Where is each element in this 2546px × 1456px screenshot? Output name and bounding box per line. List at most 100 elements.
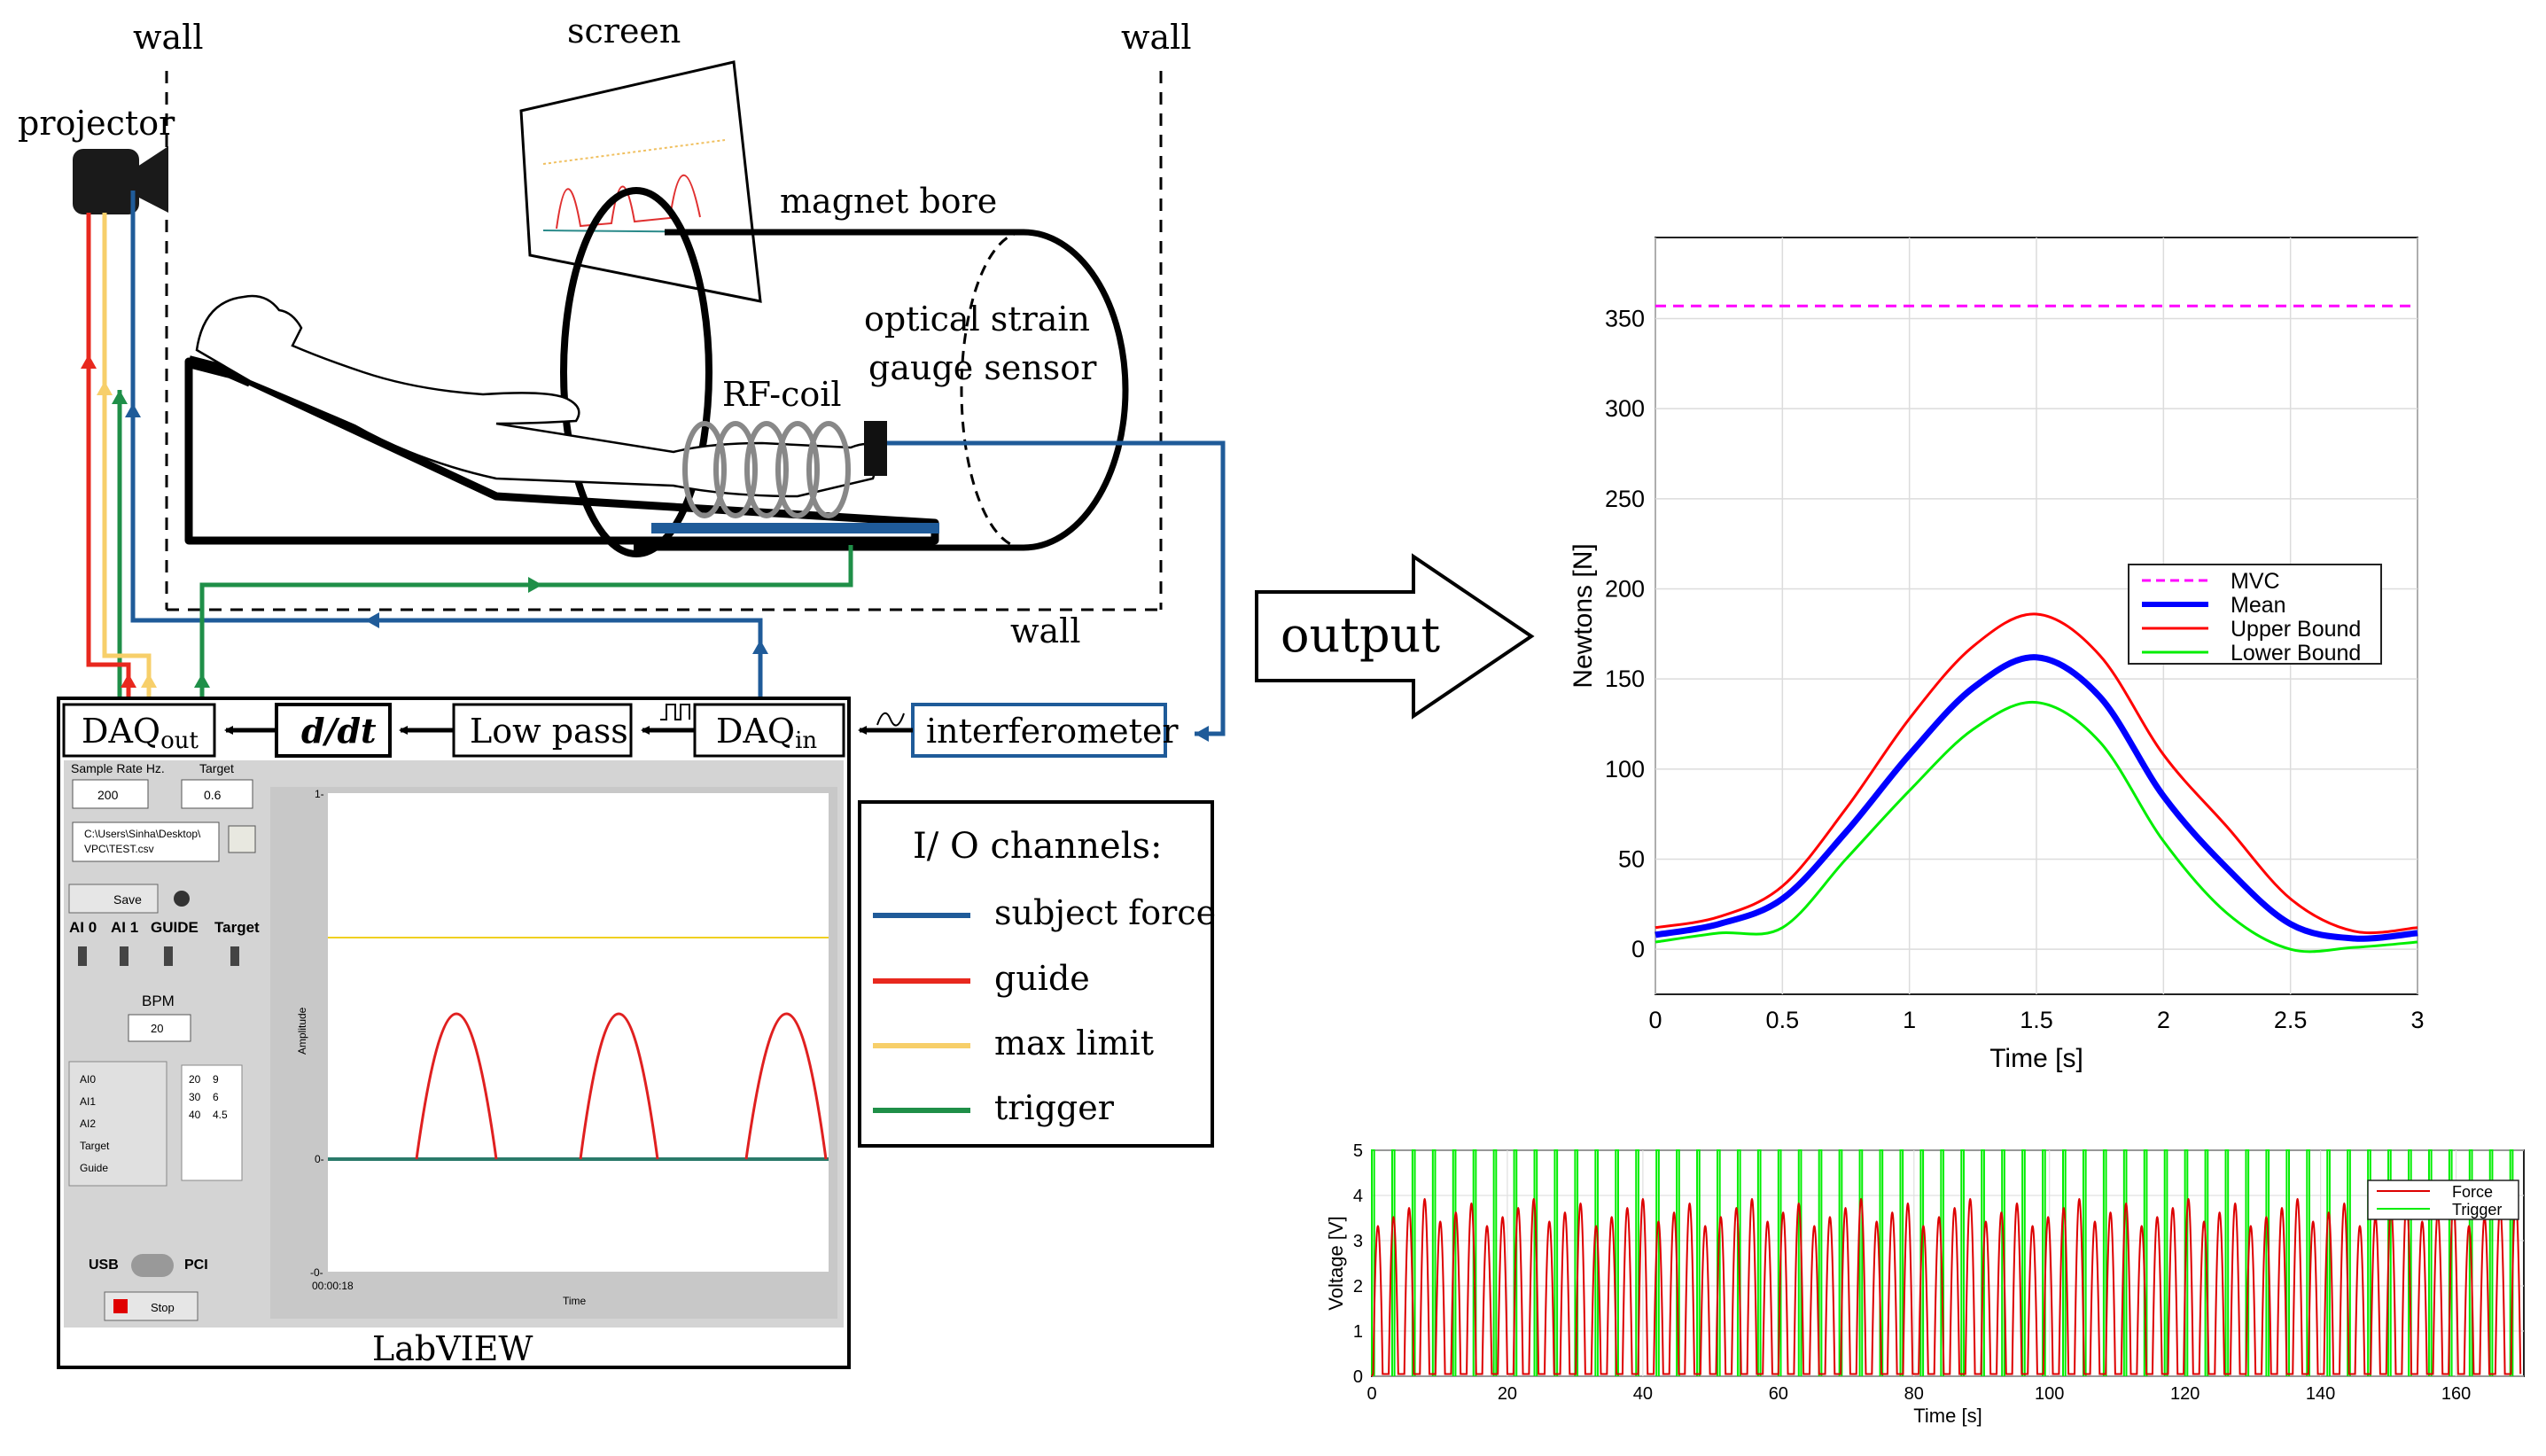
magnet-bore: magnet bore optical strain gauge sensor … <box>560 182 1129 557</box>
chart-y-top: 1- <box>315 788 324 800</box>
screen-frame <box>519 60 762 303</box>
chart1-y-tick: 300 <box>1605 395 1645 422</box>
chart2-x-tick: 40 <box>1633 1384 1653 1404</box>
low-pass-label: Low pass <box>470 712 628 751</box>
chart1-y-tick: 50 <box>1618 846 1645 873</box>
pci-label: PCI <box>184 1257 208 1273</box>
chart2-series-trigger <box>1371 1149 2514 1376</box>
chart1-x-tick: 1.5 <box>2020 1007 2053 1033</box>
chart1-y-tick: 250 <box>1605 486 1645 512</box>
interferometer-label: interferometer <box>926 712 1179 751</box>
wall-bottom-label: wall <box>1010 611 1081 650</box>
save-label: Save <box>113 892 142 907</box>
bpm-input[interactable] <box>128 1014 191 1042</box>
chart2-y-tick: 2 <box>1353 1277 1363 1296</box>
chart1-x-tick: 2 <box>2157 1007 2170 1033</box>
chart1-y-tick: 200 <box>1605 576 1645 603</box>
chart1-x-tick: 3 <box>2410 1007 2424 1033</box>
cable-force-sensor <box>887 440 1226 736</box>
chart2-y-tick: 5 <box>1353 1141 1363 1161</box>
daq-out-label: DAQout <box>82 712 199 754</box>
chart1-x-tick: 1 <box>1903 1007 1916 1033</box>
sample-rate-label: Sample Rate Hz. <box>71 761 165 775</box>
toggle-ai0[interactable] <box>78 946 87 966</box>
usb-pci-toggle[interactable] <box>131 1254 174 1277</box>
io-legend: I/ O channels: subject force guide max l… <box>858 800 1216 1148</box>
bpm-value: 20 <box>151 1022 163 1035</box>
legend-label-guide: guide <box>994 959 1090 998</box>
cable-guide <box>86 213 131 700</box>
chart1-series-upper-bound <box>1655 612 2418 935</box>
sensor-label-line1: optical strain <box>864 300 1090 339</box>
save-indicator-icon <box>174 891 190 907</box>
folder-button[interactable] <box>228 825 256 853</box>
signal-cables <box>81 191 1226 742</box>
magnet-bore-label: magnet bore <box>780 182 997 221</box>
table-r1c1: 6 <box>213 1091 219 1103</box>
io-legend-box <box>858 800 1214 1148</box>
chart1-x-tick: 2.5 <box>2274 1007 2308 1033</box>
file-path-field[interactable] <box>72 821 220 862</box>
target-input[interactable] <box>181 779 253 809</box>
output-label: output <box>1281 607 1440 663</box>
channel-target: Target <box>80 1140 110 1152</box>
labview-label: LabVIEW <box>372 1329 533 1368</box>
projector-lens-icon <box>137 146 168 213</box>
bpm-table <box>181 1064 243 1181</box>
ddt-label: d/dt <box>301 711 377 751</box>
labview-guide-waveform <box>415 1012 828 1160</box>
chart2-x-tick: 160 <box>2441 1384 2471 1404</box>
wall-right-label: wall <box>1121 18 1192 57</box>
output-arrow: output <box>1255 553 1535 720</box>
toggle-guide[interactable] <box>164 946 173 966</box>
sensor-base <box>651 523 939 533</box>
chart1-legend-label-mean: Mean <box>2231 593 2286 618</box>
file-path-2: VPC\TEST.csv <box>84 843 154 855</box>
projector-body <box>73 149 139 214</box>
save-button[interactable] <box>68 884 159 914</box>
chart2-legend-label-force: Force <box>2452 1183 2493 1201</box>
table-r2c0: 40 <box>189 1109 201 1121</box>
chart1-series-mean <box>1655 654 2418 942</box>
chart2-y-tick: 0 <box>1353 1367 1363 1387</box>
chart2-x-tick: 0 <box>1366 1384 1376 1404</box>
chart2-legend-label-trigger: Trigger <box>2452 1201 2502 1219</box>
chart-ylabel: Amplitude <box>296 1007 308 1055</box>
table-r0c0: 20 <box>189 1073 201 1086</box>
chart1-y-tick: 0 <box>1631 936 1645 962</box>
chart2-x-tick: 80 <box>1904 1384 1924 1404</box>
cable-trigger <box>199 545 853 700</box>
rf-coil-icon <box>682 421 851 518</box>
usb-label: USB <box>89 1257 119 1273</box>
chart2-x-tick: 100 <box>2035 1384 2064 1404</box>
channel-ai1: AI1 <box>80 1095 96 1108</box>
chart2-legend <box>2367 1180 2519 1220</box>
chart1-legend-label-lower-bound: Lower Bound <box>2231 641 2361 666</box>
table-r2c1: 4.5 <box>213 1109 228 1121</box>
toggle-ai1[interactable] <box>120 946 128 966</box>
chart2-y-tick: 1 <box>1353 1322 1363 1342</box>
chart1-y-tick: 100 <box>1605 756 1645 783</box>
table-r1c0: 30 <box>189 1091 201 1103</box>
chart2-x-tick: 140 <box>2306 1384 2335 1404</box>
projector-label: projector <box>18 104 175 143</box>
switch-ai1: AI 1 <box>111 919 138 936</box>
target-value: 0.6 <box>204 788 222 802</box>
chart2-x-tick: 120 <box>2170 1384 2200 1404</box>
channel-guide: Guide <box>80 1162 108 1174</box>
sample-rate-input[interactable] <box>72 779 149 809</box>
screen: screen <box>519 12 762 303</box>
daq-in-label: DAQin <box>716 712 817 754</box>
channel-ai0: AI0 <box>80 1073 96 1086</box>
chart-y-zero: 0- <box>315 1153 324 1165</box>
switch-target: Target <box>214 919 260 936</box>
pulse-icon <box>660 704 690 720</box>
force-chart: 0 0.5 1 1.5 2 2.5 3 0 50 100 150 200 250 300 350 Time [… <box>1569 237 2425 1073</box>
chart1-x-tick: 0.5 <box>1766 1007 1800 1033</box>
chart1-series-lower-bound <box>1655 700 2418 954</box>
toggle-target[interactable] <box>230 946 239 966</box>
file-path-1: C:\Users\Sinha\Desktop\ <box>84 828 201 840</box>
chart1-xlabel: Time [s] <box>1989 1044 2083 1073</box>
rf-coil-label: RF-coil <box>722 375 842 414</box>
